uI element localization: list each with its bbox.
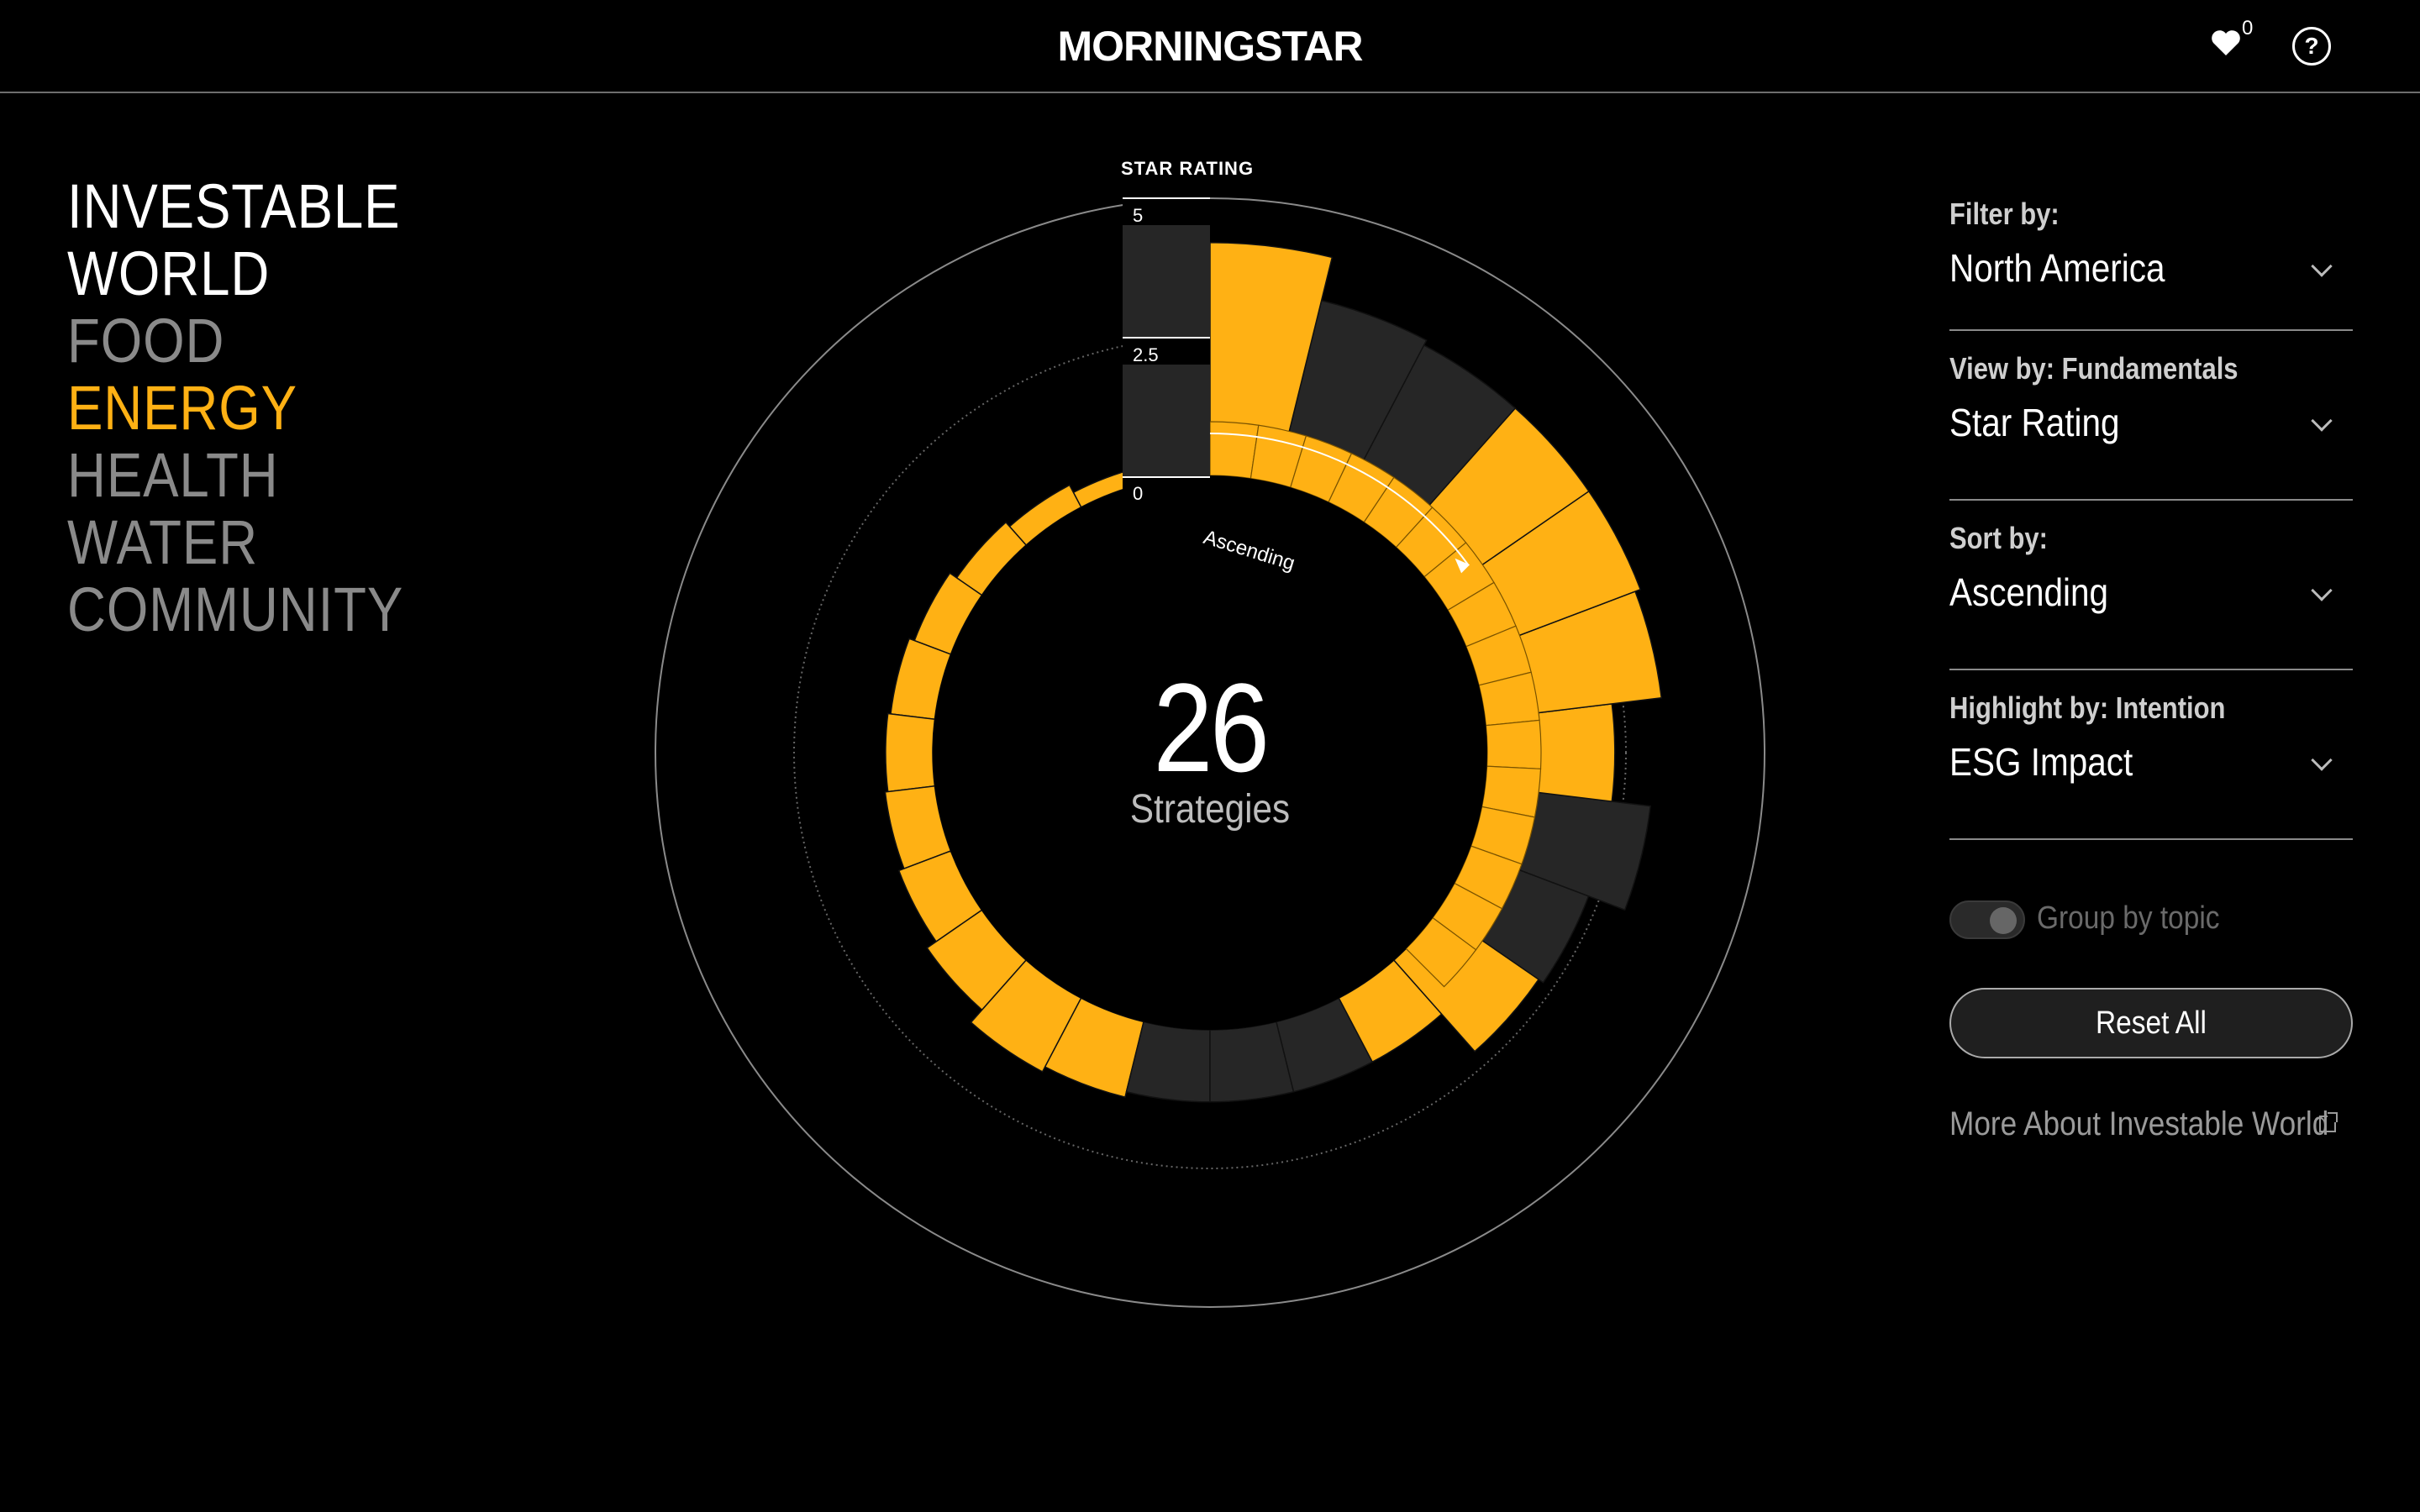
toggle-switch[interactable] <box>1949 900 2025 939</box>
axis-tick-max-box <box>1123 198 1210 225</box>
view-dropdown[interactable]: View by: Fundamentals Star Rating <box>1949 331 2353 501</box>
sort-value: Ascending <box>1949 570 2109 614</box>
toggle-knob <box>1990 907 2017 934</box>
topic-nav: INVESTABLE WORLD FOOD ENERGY HEALTH WATE… <box>67 173 504 643</box>
chart-inner-segment-11 <box>1485 719 1542 769</box>
axis-tick-mid-box <box>1123 338 1210 365</box>
ascending-arrow-head <box>1455 558 1470 574</box>
filter-label: Filter by: <box>1949 197 2060 231</box>
chevron-down-icon <box>2311 580 2333 601</box>
favorites-count: 0 <box>2242 17 2254 39</box>
toggle-label: Group by topic <box>2037 900 2220 936</box>
chart-bar-3 <box>1008 484 1082 547</box>
tick-label-max: 5 <box>1133 205 1144 226</box>
chart-bar-7 <box>885 712 936 793</box>
topic-world[interactable]: WORLD <box>67 239 271 308</box>
chart-bar-10 <box>926 909 1028 1011</box>
favorites-button[interactable]: 0 <box>2210 17 2253 67</box>
strategy-count: 26 <box>1153 657 1269 798</box>
more-about-link[interactable]: More About Investable World <box>1949 1105 2329 1142</box>
highlight-value: ESG Impact <box>1949 740 2133 784</box>
tick-label-min: 0 <box>1133 483 1144 504</box>
ascending-arrow <box>1209 433 1470 566</box>
help-button[interactable]: ? <box>2292 27 2331 66</box>
view-value: Star Rating <box>1949 401 2120 444</box>
reset-all-button[interactable]: Reset All <box>1949 988 2353 1058</box>
topic-water[interactable]: WATER <box>67 507 259 577</box>
scale-title: STAR RATING <box>1121 158 1255 179</box>
axis-tick-min-box <box>1123 477 1210 504</box>
chevron-down-icon <box>2311 749 2333 771</box>
top-header: MORNINGSTAR 0 ? <box>0 0 2420 93</box>
strategy-count-label: Strategies <box>1129 787 1291 832</box>
reset-label: Reset All <box>2096 1005 2207 1041</box>
filter-dropdown[interactable]: Filter by: North America <box>1949 185 2353 331</box>
sort-dropdown[interactable]: Sort by: Ascending <box>1949 501 2353 670</box>
chart-inner-disc <box>933 475 1487 1030</box>
heart-icon <box>2212 30 2240 55</box>
group-by-topic-toggle[interactable]: Group by topic <box>1949 897 2353 941</box>
sort-label: Sort by: <box>1949 521 2048 555</box>
morningstar-logo[interactable]: MORNINGSTAR <box>1057 20 1363 72</box>
highlight-dropdown[interactable]: Highlight by: Intention ESG Impact <box>1949 670 2353 840</box>
chart-inner-segment-1 <box>1209 421 1260 480</box>
chart-midline-ring <box>793 336 1627 1169</box>
topic-food[interactable]: FOOD <box>67 306 225 375</box>
external-link-icon <box>2319 1112 2338 1132</box>
topic-investable[interactable]: INVESTABLE <box>67 171 401 241</box>
radial-chart <box>639 134 1781 1344</box>
filter-value: North America <box>1949 246 2165 290</box>
help-icon: ? <box>2304 33 2319 59</box>
logo-text: MORNINGSTAR <box>1057 23 1363 70</box>
chevron-down-icon <box>2311 410 2333 432</box>
view-label: View by: Fundamentals <box>1949 351 2238 386</box>
topic-health[interactable]: HEALTH <box>67 440 279 510</box>
chevron-down-icon <box>2311 255 2333 277</box>
highlight-label: Highlight by: Intention <box>1949 690 2226 725</box>
topic-energy[interactable]: ENERGY <box>67 373 297 443</box>
control-panel: Filter by: North America View by: Fundam… <box>1949 185 2353 840</box>
topic-community[interactable]: COMMUNITY <box>67 575 404 644</box>
radial-chart-svg <box>655 197 1765 1308</box>
tick-label-mid: 2.5 <box>1133 344 1159 365</box>
